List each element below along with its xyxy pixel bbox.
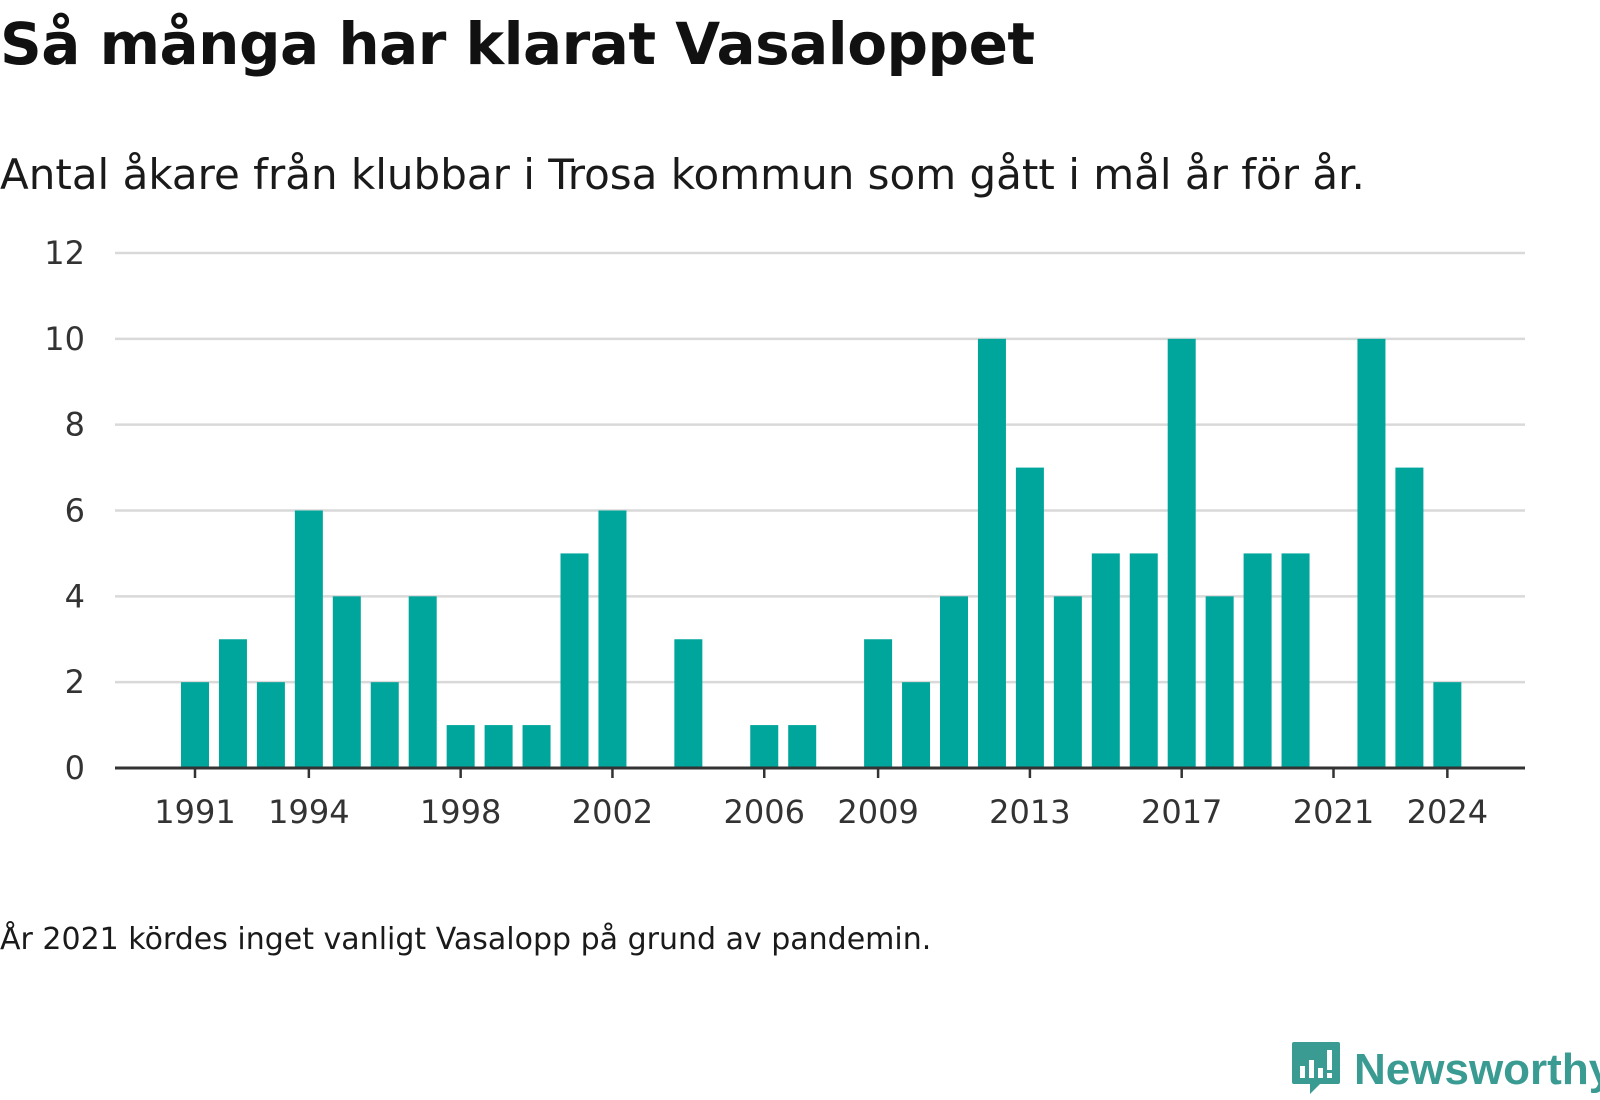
footnote: År 2021 kördes inget vanligt Vasalopp på… — [0, 922, 932, 957]
bar-2010[interactable] — [902, 682, 931, 768]
newsworthy-logo-text: Newsworthy — [1354, 1045, 1600, 1094]
bar-chart: 0 2 4 6 8 10 12 1991 1994 1998 2002 2006 2009 2013 201… — [44, 234, 1525, 831]
bar-2020[interactable] — [1281, 553, 1310, 768]
bar-2019[interactable] — [1243, 553, 1272, 768]
x-tick-label: 2009 — [837, 793, 918, 831]
axes: 0 2 4 6 8 10 12 1991 1994 1998 2002 2006 2009 2013 201… — [44, 234, 1525, 831]
chart-subtitle: Antal åkare från klubbar i Trosa kommun … — [0, 150, 1365, 199]
x-tick-label: 2017 — [1141, 793, 1222, 831]
bar-2000[interactable] — [522, 725, 551, 768]
bars — [181, 338, 1462, 769]
x-tick-label: 2024 — [1407, 793, 1488, 831]
bar-2015[interactable] — [1091, 553, 1120, 768]
x-tick-label: 2006 — [724, 793, 805, 831]
y-tick-label: 8 — [65, 406, 85, 444]
x-tick-label: 1991 — [154, 793, 235, 831]
x-tick-label: 2002 — [572, 793, 653, 831]
y-tick-label: 12 — [44, 234, 85, 272]
grid-lines — [115, 251, 1525, 684]
x-tick-label: 1994 — [268, 793, 349, 831]
bar-2016[interactable] — [1129, 553, 1158, 768]
bar-2004[interactable] — [674, 639, 703, 768]
y-tick-label: 10 — [44, 320, 85, 358]
bar-1991[interactable] — [181, 682, 209, 768]
x-tick-label: 2013 — [989, 793, 1070, 831]
bar-2009[interactable] — [864, 639, 893, 768]
y-tick-label: 2 — [65, 663, 85, 701]
bar-1995[interactable] — [332, 596, 361, 768]
bar-2022[interactable] — [1357, 338, 1386, 768]
x-tick-label: 2021 — [1293, 793, 1374, 831]
bar-2024[interactable] — [1433, 682, 1462, 768]
chart-title: Så många har klarat Vasaloppet — [0, 10, 1035, 78]
bar-2014[interactable] — [1053, 596, 1082, 768]
newsworthy-logo-icon — [1290, 1040, 1342, 1100]
bar-1996[interactable] — [370, 682, 399, 768]
bar-2007[interactable] — [788, 725, 817, 768]
bar-2012[interactable] — [977, 338, 1006, 768]
bar-1994[interactable] — [294, 510, 323, 769]
y-tick-label: 4 — [65, 577, 85, 615]
bar-2013[interactable] — [1015, 467, 1044, 768]
bar-2017[interactable] — [1167, 338, 1196, 768]
bar-1997[interactable] — [408, 596, 437, 768]
bar-1999[interactable] — [484, 725, 513, 768]
x-tick-label: 1998 — [420, 793, 501, 831]
y-tick-label: 0 — [65, 749, 85, 787]
bar-1992[interactable] — [218, 639, 247, 768]
bar-2023[interactable] — [1395, 467, 1424, 768]
bar-1993[interactable] — [256, 682, 285, 768]
bar-2018[interactable] — [1205, 596, 1234, 768]
newsworthy-logo[interactable]: Newsworthy — [1290, 1040, 1600, 1100]
bar-1998[interactable] — [446, 725, 475, 768]
bar-2011[interactable] — [940, 596, 968, 768]
bar-2001[interactable] — [560, 553, 589, 768]
bar-2006[interactable] — [750, 725, 779, 768]
bar-2002[interactable] — [598, 510, 627, 769]
y-tick-label: 6 — [65, 492, 85, 530]
